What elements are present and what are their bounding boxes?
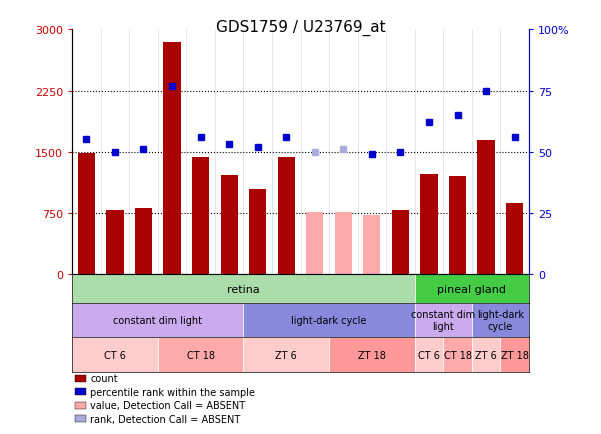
FancyBboxPatch shape	[72, 303, 243, 338]
Bar	[335, 213, 352, 274]
Bar	[477, 141, 495, 274]
FancyBboxPatch shape	[415, 274, 529, 303]
Bar	[421, 174, 438, 274]
FancyBboxPatch shape	[72, 338, 157, 372]
Bar	[363, 216, 380, 274]
FancyBboxPatch shape	[157, 338, 243, 372]
Text: CT 6: CT 6	[104, 350, 126, 360]
Text: rank, Detection Call = ABSENT: rank, Detection Call = ABSENT	[90, 414, 240, 424]
Text: light-dark
cycle: light-dark cycle	[477, 310, 524, 331]
Bar	[106, 210, 124, 274]
FancyBboxPatch shape	[472, 338, 500, 372]
Bar	[163, 43, 180, 274]
Text: retina: retina	[227, 284, 260, 294]
FancyBboxPatch shape	[415, 338, 443, 372]
Bar	[306, 213, 323, 274]
FancyBboxPatch shape	[243, 338, 329, 372]
Text: CT 18: CT 18	[186, 350, 215, 360]
Text: constant dim
light: constant dim light	[411, 310, 475, 331]
Text: ZT 18: ZT 18	[358, 350, 386, 360]
FancyBboxPatch shape	[72, 274, 415, 303]
Text: ZT 6: ZT 6	[275, 350, 297, 360]
Bar	[135, 208, 152, 274]
FancyBboxPatch shape	[329, 338, 415, 372]
Text: CT 18: CT 18	[444, 350, 472, 360]
Text: pineal gland: pineal gland	[438, 284, 506, 294]
Bar	[449, 177, 466, 274]
FancyBboxPatch shape	[415, 303, 472, 338]
Text: GDS1759 / U23769_at: GDS1759 / U23769_at	[216, 20, 385, 36]
Bar	[192, 158, 209, 274]
Bar	[221, 175, 237, 274]
Text: value, Detection Call = ABSENT: value, Detection Call = ABSENT	[90, 400, 245, 410]
Text: CT 6: CT 6	[418, 350, 440, 360]
Bar	[506, 204, 523, 274]
FancyBboxPatch shape	[472, 303, 529, 338]
Bar	[392, 210, 409, 274]
FancyBboxPatch shape	[243, 303, 415, 338]
Text: ZT 18: ZT 18	[501, 350, 528, 360]
Bar	[249, 190, 266, 274]
Text: constant dim light: constant dim light	[113, 316, 203, 326]
FancyBboxPatch shape	[500, 338, 529, 372]
Bar	[278, 157, 294, 274]
Text: percentile rank within the sample: percentile rank within the sample	[90, 387, 255, 397]
Text: count: count	[90, 374, 118, 384]
Text: ZT 6: ZT 6	[475, 350, 497, 360]
Text: light-dark cycle: light-dark cycle	[291, 316, 367, 326]
Bar	[78, 154, 95, 274]
FancyBboxPatch shape	[443, 338, 472, 372]
